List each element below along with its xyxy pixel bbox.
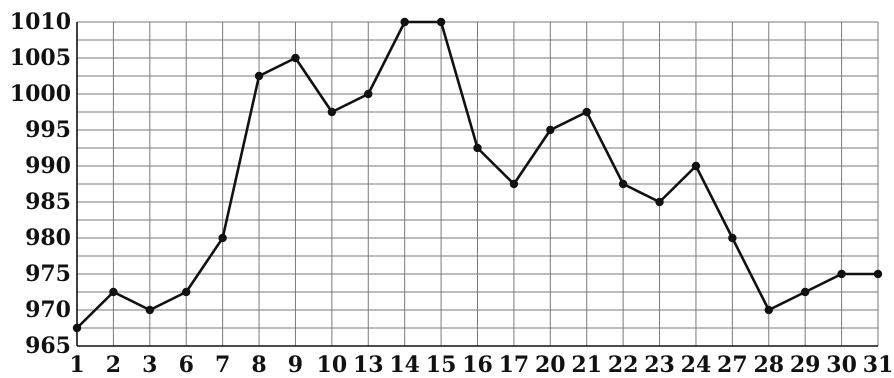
data-point: [473, 143, 482, 153]
data-point: [655, 197, 664, 207]
data-point: [728, 233, 737, 243]
x-tick-label: 16: [462, 352, 493, 378]
data-point: [546, 125, 555, 135]
y-tick-label: 995: [25, 117, 71, 143]
data-point: [509, 179, 519, 189]
data-point: [364, 89, 373, 99]
y-tick-labels: 965 970 975 980 985 990 995 1000 1005 1010: [10, 9, 71, 359]
data-point: [254, 71, 264, 81]
y-tick-label: 990: [25, 153, 71, 179]
grid: [76, 21, 879, 347]
y-tick-label: 1005: [10, 45, 71, 71]
data-point: [582, 107, 591, 117]
y-tick-label: 975: [25, 261, 71, 287]
data-point: [109, 287, 118, 297]
data-point: [800, 287, 810, 297]
x-tick-label: 24: [681, 352, 712, 378]
x-tick-label: 27: [717, 352, 748, 378]
data-point: [691, 161, 701, 171]
y-tick-label: 980: [25, 225, 71, 251]
y-tick-label: 1010: [10, 9, 71, 35]
y-tick-label: 1000: [10, 81, 71, 107]
data-point: [291, 53, 300, 63]
y-tick-label: 965: [25, 333, 71, 359]
x-tick-label: 6: [179, 352, 194, 378]
data-point: [327, 107, 337, 117]
x-tick-label: 28: [753, 352, 784, 378]
x-tick-label: 13: [353, 352, 384, 378]
x-tick-label: 23: [644, 352, 675, 378]
data-point: [400, 17, 409, 27]
x-tick-label: 31: [863, 352, 894, 378]
x-tick-label: 21: [571, 352, 602, 378]
data-point: [145, 305, 155, 315]
y-tick-label: 970: [25, 297, 71, 323]
x-tick-labels: 1 2 3 6 7 8 9 10 13 14 15 16 17 20 21 22 23 24 27 28 29 30 31: [69, 352, 893, 378]
data-point: [837, 269, 846, 279]
x-tick-label: 7: [215, 352, 230, 378]
x-tick-label: 2: [106, 352, 121, 378]
data-point: [182, 287, 191, 297]
x-tick-label: 14: [389, 352, 420, 378]
data-point: [218, 233, 227, 243]
data-point: [764, 305, 773, 315]
x-tick-label: 9: [288, 352, 303, 378]
x-tick-label: 8: [251, 352, 266, 378]
x-tick-label: 22: [608, 352, 639, 378]
x-tick-label: 3: [142, 352, 157, 378]
series: [72, 17, 883, 333]
data-point: [618, 179, 628, 189]
data-point: [72, 323, 82, 333]
x-tick-label: 10: [317, 352, 348, 378]
data-point: [436, 17, 446, 27]
x-tick-label: 29: [790, 352, 821, 378]
x-tick-label: 17: [499, 352, 530, 378]
axes: [76, 22, 878, 347]
y-tick-label: 985: [25, 189, 71, 215]
x-tick-label: 15: [426, 352, 457, 378]
x-tick-label: 20: [535, 352, 566, 378]
x-tick-label: 30: [826, 352, 857, 378]
x-tick-label: 1: [69, 352, 84, 378]
data-point: [873, 269, 883, 279]
